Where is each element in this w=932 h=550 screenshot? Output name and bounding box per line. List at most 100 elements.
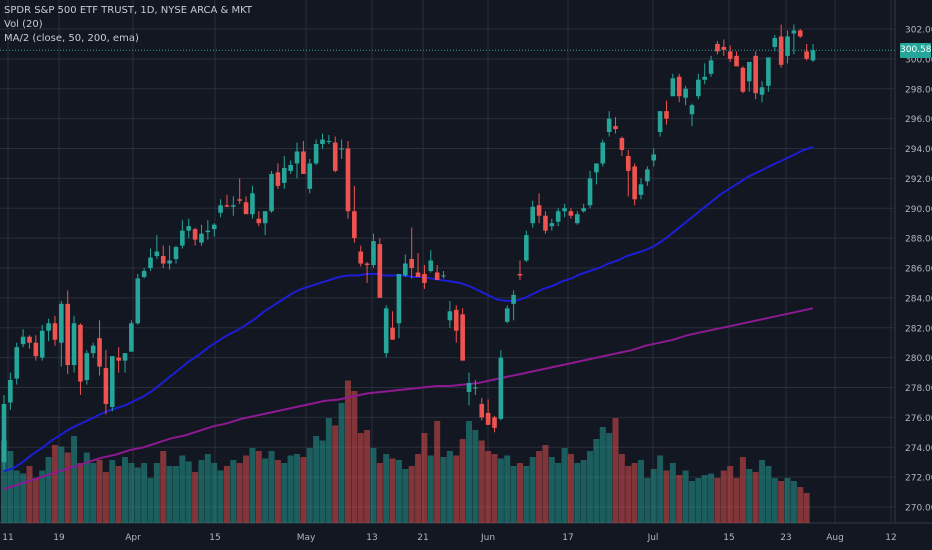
candle-body xyxy=(600,142,606,164)
volume-bar xyxy=(599,427,606,523)
candle-body xyxy=(320,139,325,145)
candle-body xyxy=(434,272,440,280)
volume-bar xyxy=(497,458,504,523)
price-tick-label: 278.00 xyxy=(905,384,932,394)
volume-bar xyxy=(198,460,205,523)
volume-bar xyxy=(650,469,657,523)
volume-bar xyxy=(26,466,33,523)
candle-body xyxy=(721,46,727,50)
candle-body xyxy=(231,205,236,207)
volume-bar xyxy=(223,466,230,523)
candle-body xyxy=(1,403,7,463)
volume-bar xyxy=(784,478,791,523)
volume-bar xyxy=(771,478,778,523)
candle-body xyxy=(211,224,217,230)
volume-bar xyxy=(370,448,377,523)
volume-bar xyxy=(153,463,160,523)
candle-body xyxy=(804,51,809,59)
volume-bar xyxy=(746,469,753,523)
candle-body xyxy=(753,55,758,94)
candle-body xyxy=(250,193,255,215)
candle-body xyxy=(587,178,593,206)
candle-body xyxy=(403,263,408,276)
volume-bar xyxy=(485,451,492,523)
candle-body xyxy=(345,148,351,212)
volume-bar xyxy=(733,478,740,523)
volume-bar xyxy=(294,454,301,523)
volume-bar xyxy=(701,475,708,523)
candle-body xyxy=(568,211,574,216)
price-tick-label: 272.00 xyxy=(905,474,932,484)
candle-body xyxy=(186,226,192,231)
volume-bar xyxy=(523,466,530,523)
volume-bar xyxy=(472,430,479,523)
volume-bar xyxy=(561,448,568,523)
candle-body xyxy=(670,78,676,97)
volume-bar xyxy=(306,448,313,523)
volume-bar xyxy=(58,446,65,523)
candle-body xyxy=(243,202,249,215)
candle-body xyxy=(766,57,771,86)
symbol-title[interactable]: SPDR S&P 500 ETF TRUST, 1D, NYSE ARCA & … xyxy=(4,5,253,16)
volume-bar xyxy=(20,473,27,523)
candle-body xyxy=(275,172,281,186)
candle-body xyxy=(167,260,172,264)
volume-bar xyxy=(612,418,619,523)
volume-bar xyxy=(243,455,250,523)
candle-body xyxy=(415,272,421,277)
volume-bar xyxy=(790,481,797,523)
volume-bars xyxy=(1,380,810,523)
candle-body xyxy=(453,309,459,331)
time-tick-label: 13 xyxy=(366,533,377,543)
candle-body xyxy=(20,336,26,345)
volume-bar xyxy=(51,445,58,523)
volume-bar xyxy=(383,454,390,523)
volume-bar xyxy=(268,451,275,523)
candle-body xyxy=(441,275,446,277)
candle-body xyxy=(269,173,274,212)
candle-body xyxy=(116,357,121,361)
volume-bar xyxy=(281,463,288,523)
candle-body xyxy=(180,230,185,246)
volume-bar xyxy=(631,463,638,523)
candle-body xyxy=(683,88,688,98)
volume-bar xyxy=(1,440,7,523)
volume-bar xyxy=(516,463,523,523)
candle-body xyxy=(358,251,364,264)
volume-bar xyxy=(77,463,84,523)
volume-indicator-label[interactable]: Vol (20) xyxy=(4,19,43,30)
candle-body xyxy=(759,87,765,95)
candle-body xyxy=(696,79,701,97)
time-axis[interactable]: 11 19 Apr 15 May 13 21 Jun 17 Jul 15 23 Aug 12 xyxy=(2,533,896,543)
candle-body xyxy=(524,235,529,261)
volume-bar xyxy=(134,467,141,523)
candle-body xyxy=(785,36,790,56)
ma-indicator-label[interactable]: MA/2 (close, 50, 200, ema) xyxy=(4,33,139,44)
volume-bar xyxy=(211,463,218,523)
volume-bar xyxy=(638,460,644,523)
candle-body xyxy=(504,308,510,322)
price-tick-label: 298.00 xyxy=(905,85,932,95)
time-tick-label: Jun xyxy=(480,533,495,543)
candle-body xyxy=(575,214,580,224)
volume-bar xyxy=(115,466,122,523)
volume-bar xyxy=(71,436,78,523)
time-tick-label: Aug xyxy=(826,533,844,543)
volume-bar xyxy=(325,418,332,523)
candle-body xyxy=(676,76,682,97)
time-tick-label: Jul xyxy=(647,533,659,543)
candle-body xyxy=(364,263,370,266)
candle-body xyxy=(27,336,32,343)
volume-bar xyxy=(160,451,167,523)
volume-bar xyxy=(434,421,441,523)
volume-bar xyxy=(606,433,613,523)
candle-body xyxy=(645,169,650,182)
time-tick-label: 17 xyxy=(562,533,573,543)
last-price-label: 300.58 xyxy=(900,43,932,58)
price-axis[interactable]: 270.00 272.00 274.00 276.00 278.00 280.00 282.… xyxy=(905,26,932,514)
volume-bar xyxy=(255,451,262,523)
chart-legend: SPDR S&P 500 ETF TRUST, 1D, NYSE ARCA & … xyxy=(4,4,252,46)
candle-body xyxy=(288,164,293,171)
volume-bar xyxy=(708,473,715,523)
